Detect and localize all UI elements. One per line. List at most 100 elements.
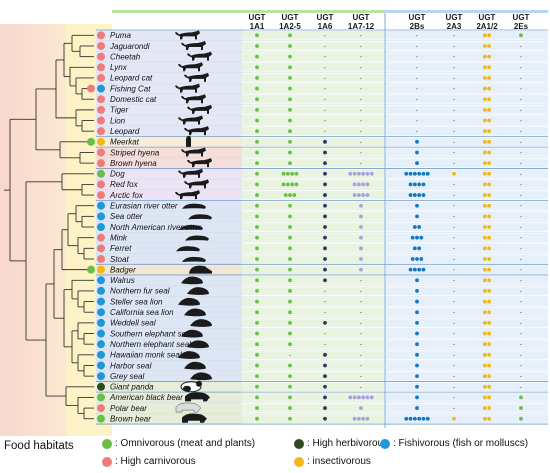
gene-copy-dot [255, 44, 259, 48]
ugt1-cell-bg [242, 414, 384, 424]
ugt2-cell-bg [386, 190, 548, 200]
gene-copy-dot [255, 278, 259, 283]
gene-copy-dot [482, 267, 487, 272]
ugt2-cell-bg [386, 62, 548, 72]
gene-copy-dot [323, 384, 327, 389]
fishivorous-marker [97, 276, 105, 285]
species-label: Brown bear [110, 415, 151, 424]
bear-icon [182, 413, 207, 423]
gene-copy-dot [519, 395, 523, 400]
badger-icon [189, 265, 213, 274]
gene-copy-dot [482, 65, 487, 70]
absent-gene-mark: - [520, 63, 523, 72]
high-carnivorous-marker [97, 244, 105, 253]
gene-copy-dot [482, 310, 487, 315]
gene-copy-dot [415, 289, 419, 293]
gene-copy-dot [288, 299, 292, 304]
ugt2-cell-bg [386, 371, 548, 381]
gene-copy-dot [421, 416, 426, 421]
absent-gene-mark: - [360, 63, 363, 72]
gene-copy-dot [404, 416, 409, 421]
absent-gene-mark: - [324, 73, 327, 82]
gene-copy-dot [482, 395, 487, 400]
gene-copy-dot [519, 416, 523, 421]
ugt1-cell-bg [242, 350, 384, 360]
gene-copy-dot [288, 363, 292, 368]
pinniped-icon [181, 329, 203, 338]
gene-copy-dot [288, 107, 292, 112]
gene-copy-dot [323, 203, 327, 208]
absent-gene-mark: - [416, 116, 419, 125]
fishivorous-marker [97, 350, 105, 359]
absent-gene-mark: - [360, 41, 363, 50]
gene-copy-dot [255, 246, 259, 251]
gene-copy-dot [482, 289, 487, 293]
species-label: Sea otter [110, 212, 143, 221]
gene-copy-dot [255, 171, 259, 176]
gene-copy-dot [255, 54, 259, 59]
gene-copy-dot [323, 257, 327, 261]
gene-copy-dot [288, 161, 292, 166]
absent-gene-mark: - [453, 244, 456, 253]
gene-copy-dot [352, 416, 357, 421]
absent-gene-mark: - [520, 340, 523, 349]
legend-omnivorous: : Omnivorous (meat and plants) [102, 438, 255, 449]
gene-copy-dot [255, 416, 259, 421]
species-label: Leopard cat [110, 74, 153, 83]
gene-copy-dot [365, 193, 370, 197]
hyena-icon [187, 158, 212, 168]
gene-copy-dot [255, 363, 259, 368]
absent-gene-mark: - [453, 361, 456, 370]
gene-copy-dot [404, 171, 409, 176]
gene-copy-dot [417, 193, 422, 197]
gene-copy-dot [323, 416, 327, 421]
gene-copy-dot [255, 33, 259, 38]
gene-copy-dot [359, 225, 363, 229]
ugt1-cell-bg [242, 137, 384, 147]
ugt1-cell-bg [242, 126, 384, 136]
polar-bear-icon [175, 402, 202, 413]
gene-copy-dot [425, 171, 430, 176]
gene-copy-dot [415, 278, 419, 283]
row-band [96, 168, 242, 201]
gene-copy-dot [417, 171, 422, 176]
gene-copy-dot [482, 384, 487, 389]
absent-gene-mark: - [520, 308, 523, 317]
gene-copy-dot [487, 395, 492, 400]
gene-copy-dot [482, 352, 487, 357]
felid-icon [187, 104, 212, 114]
gene-copy-dot [519, 406, 523, 410]
ugt2-header-bar [386, 10, 548, 13]
gene-copy-dot [482, 320, 487, 325]
gene-copy-dot [323, 161, 327, 166]
absent-gene-mark: - [520, 52, 523, 61]
absent-gene-mark: - [453, 404, 456, 413]
omnivorous-marker [97, 393, 105, 402]
gene-copy-dot [482, 331, 487, 336]
gene-copy-dot [365, 182, 370, 187]
column-header-label: UGT [282, 13, 299, 22]
gene-copy-dot [412, 171, 417, 176]
absent-gene-mark: - [520, 127, 523, 136]
gene-copy-dot [255, 76, 259, 80]
gene-copy-dot [294, 182, 299, 187]
gene-copy-dot [255, 342, 259, 347]
absent-gene-mark: - [520, 223, 523, 232]
species-label: North American river otter [110, 223, 202, 232]
gene-copy-dot [255, 320, 259, 325]
absent-gene-mark: - [360, 297, 363, 306]
ugt1-cell-bg [242, 286, 384, 296]
gene-copy-dot [323, 352, 327, 357]
gene-copy-dot [415, 352, 419, 357]
high-carnivorous-marker [97, 254, 105, 263]
gene-copy-dot [482, 214, 487, 219]
ugt2-cell-bg [386, 254, 548, 264]
gene-copy-dot [255, 267, 259, 272]
ugt1-cell-bg [242, 190, 384, 200]
ugt1-cell-bg [242, 31, 384, 40]
ugt2-cell-bg [386, 244, 548, 253]
gene-copy-dot [415, 150, 419, 155]
gene-copy-dot [255, 331, 259, 336]
ugt1-cell-bg [242, 148, 384, 157]
absent-gene-mark: - [416, 84, 419, 93]
